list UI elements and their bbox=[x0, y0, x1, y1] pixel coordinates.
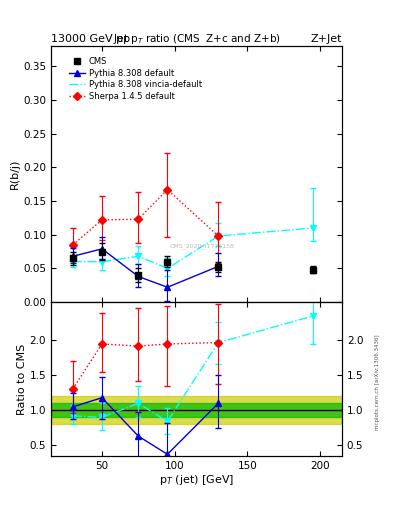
Line: Sherpa 1.4.5 default: Sherpa 1.4.5 default bbox=[70, 187, 221, 248]
Y-axis label: Ratio to CMS: Ratio to CMS bbox=[17, 343, 27, 415]
Sherpa 1.4.5 default bbox=[136, 216, 141, 222]
Pythia 8.308 default bbox=[71, 253, 75, 260]
CMS bbox=[136, 272, 141, 278]
CMS bbox=[71, 255, 75, 261]
Line: Pythia 8.308 vincia-default: Pythia 8.308 vincia-default bbox=[73, 228, 313, 268]
Pythia 8.308 vincia-default bbox=[165, 265, 170, 271]
Legend: CMS, Pythia 8.308 default, Pythia 8.308 vincia-default, Sherpa 1.4.5 default: CMS, Pythia 8.308 default, Pythia 8.308 … bbox=[67, 55, 203, 102]
Pythia 8.308 default bbox=[165, 284, 170, 290]
Pythia 8.308 default bbox=[100, 246, 105, 252]
Pythia 8.308 vincia-default bbox=[216, 233, 221, 239]
Pythia 8.308 default bbox=[136, 273, 141, 280]
Pythia 8.308 vincia-default bbox=[136, 253, 141, 260]
Sherpa 1.4.5 default bbox=[216, 233, 221, 239]
Text: mcplots.cern.ch [arXiv:1306.3436]: mcplots.cern.ch [arXiv:1306.3436] bbox=[375, 334, 380, 430]
Line: Pythia 8.308 default: Pythia 8.308 default bbox=[70, 246, 221, 290]
Pythia 8.308 vincia-default bbox=[71, 259, 75, 265]
Sherpa 1.4.5 default bbox=[165, 186, 170, 193]
Title: Jet p$_T$ ratio (CMS  Z+c and Z+b): Jet p$_T$ ratio (CMS Z+c and Z+b) bbox=[112, 32, 281, 46]
CMS bbox=[216, 264, 221, 270]
X-axis label: p$_T$ (jet) [GeV]: p$_T$ (jet) [GeV] bbox=[159, 473, 234, 487]
Sherpa 1.4.5 default bbox=[71, 242, 75, 248]
Pythia 8.308 vincia-default bbox=[100, 259, 105, 265]
CMS bbox=[100, 248, 105, 254]
CMS bbox=[310, 267, 315, 273]
Line: CMS: CMS bbox=[70, 248, 316, 278]
CMS bbox=[165, 259, 170, 265]
Sherpa 1.4.5 default bbox=[100, 217, 105, 223]
Text: Z+Jet: Z+Jet bbox=[310, 33, 342, 44]
Text: 13000 GeV pp: 13000 GeV pp bbox=[51, 33, 130, 44]
Y-axis label: R(b/j): R(b/j) bbox=[10, 159, 20, 189]
Text: CMS_2020_I1776158: CMS_2020_I1776158 bbox=[170, 243, 235, 249]
Pythia 8.308 default bbox=[216, 263, 221, 269]
Pythia 8.308 vincia-default bbox=[310, 225, 315, 231]
